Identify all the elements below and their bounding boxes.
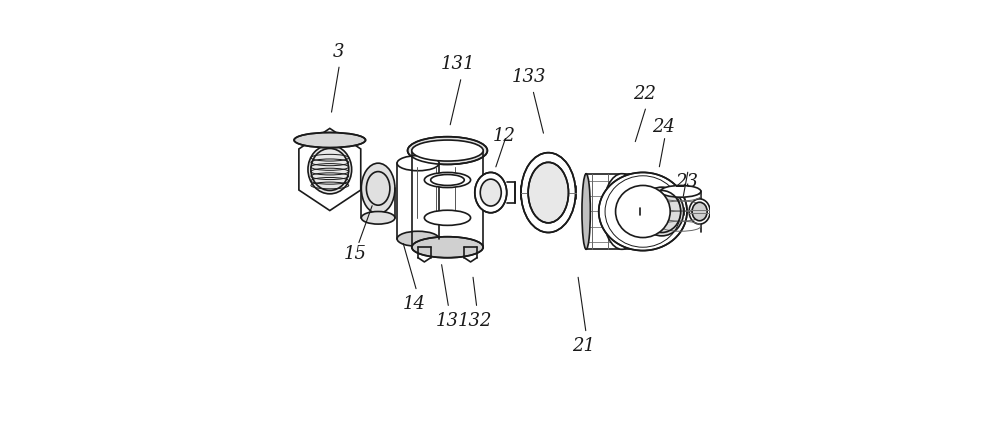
Ellipse shape (412, 140, 483, 161)
Text: 133: 133 (512, 68, 547, 86)
Ellipse shape (361, 163, 395, 214)
Text: 23: 23 (675, 173, 698, 191)
Ellipse shape (599, 173, 687, 250)
Text: 22: 22 (633, 85, 656, 103)
Ellipse shape (528, 162, 568, 223)
Ellipse shape (640, 187, 684, 236)
Ellipse shape (616, 185, 670, 238)
Text: 15: 15 (344, 244, 367, 263)
Ellipse shape (361, 212, 395, 224)
Ellipse shape (408, 137, 487, 165)
Ellipse shape (294, 132, 366, 148)
Ellipse shape (424, 210, 471, 225)
Text: 21: 21 (573, 337, 596, 355)
Ellipse shape (424, 173, 471, 187)
Ellipse shape (308, 145, 352, 194)
Ellipse shape (692, 202, 707, 221)
Ellipse shape (661, 185, 701, 197)
Ellipse shape (397, 231, 439, 246)
Ellipse shape (603, 174, 641, 249)
Ellipse shape (412, 237, 483, 258)
Ellipse shape (689, 199, 710, 224)
Ellipse shape (582, 174, 590, 249)
Text: 13: 13 (436, 312, 459, 330)
Text: 14: 14 (402, 295, 425, 313)
Polygon shape (299, 129, 361, 211)
Ellipse shape (521, 153, 576, 233)
Ellipse shape (475, 173, 507, 213)
Text: 131: 131 (441, 55, 475, 74)
Text: 24: 24 (652, 118, 675, 137)
Ellipse shape (397, 156, 439, 171)
Ellipse shape (480, 179, 501, 206)
Text: 12: 12 (493, 127, 516, 145)
Text: 132: 132 (458, 312, 492, 330)
Text: 3: 3 (332, 43, 344, 61)
